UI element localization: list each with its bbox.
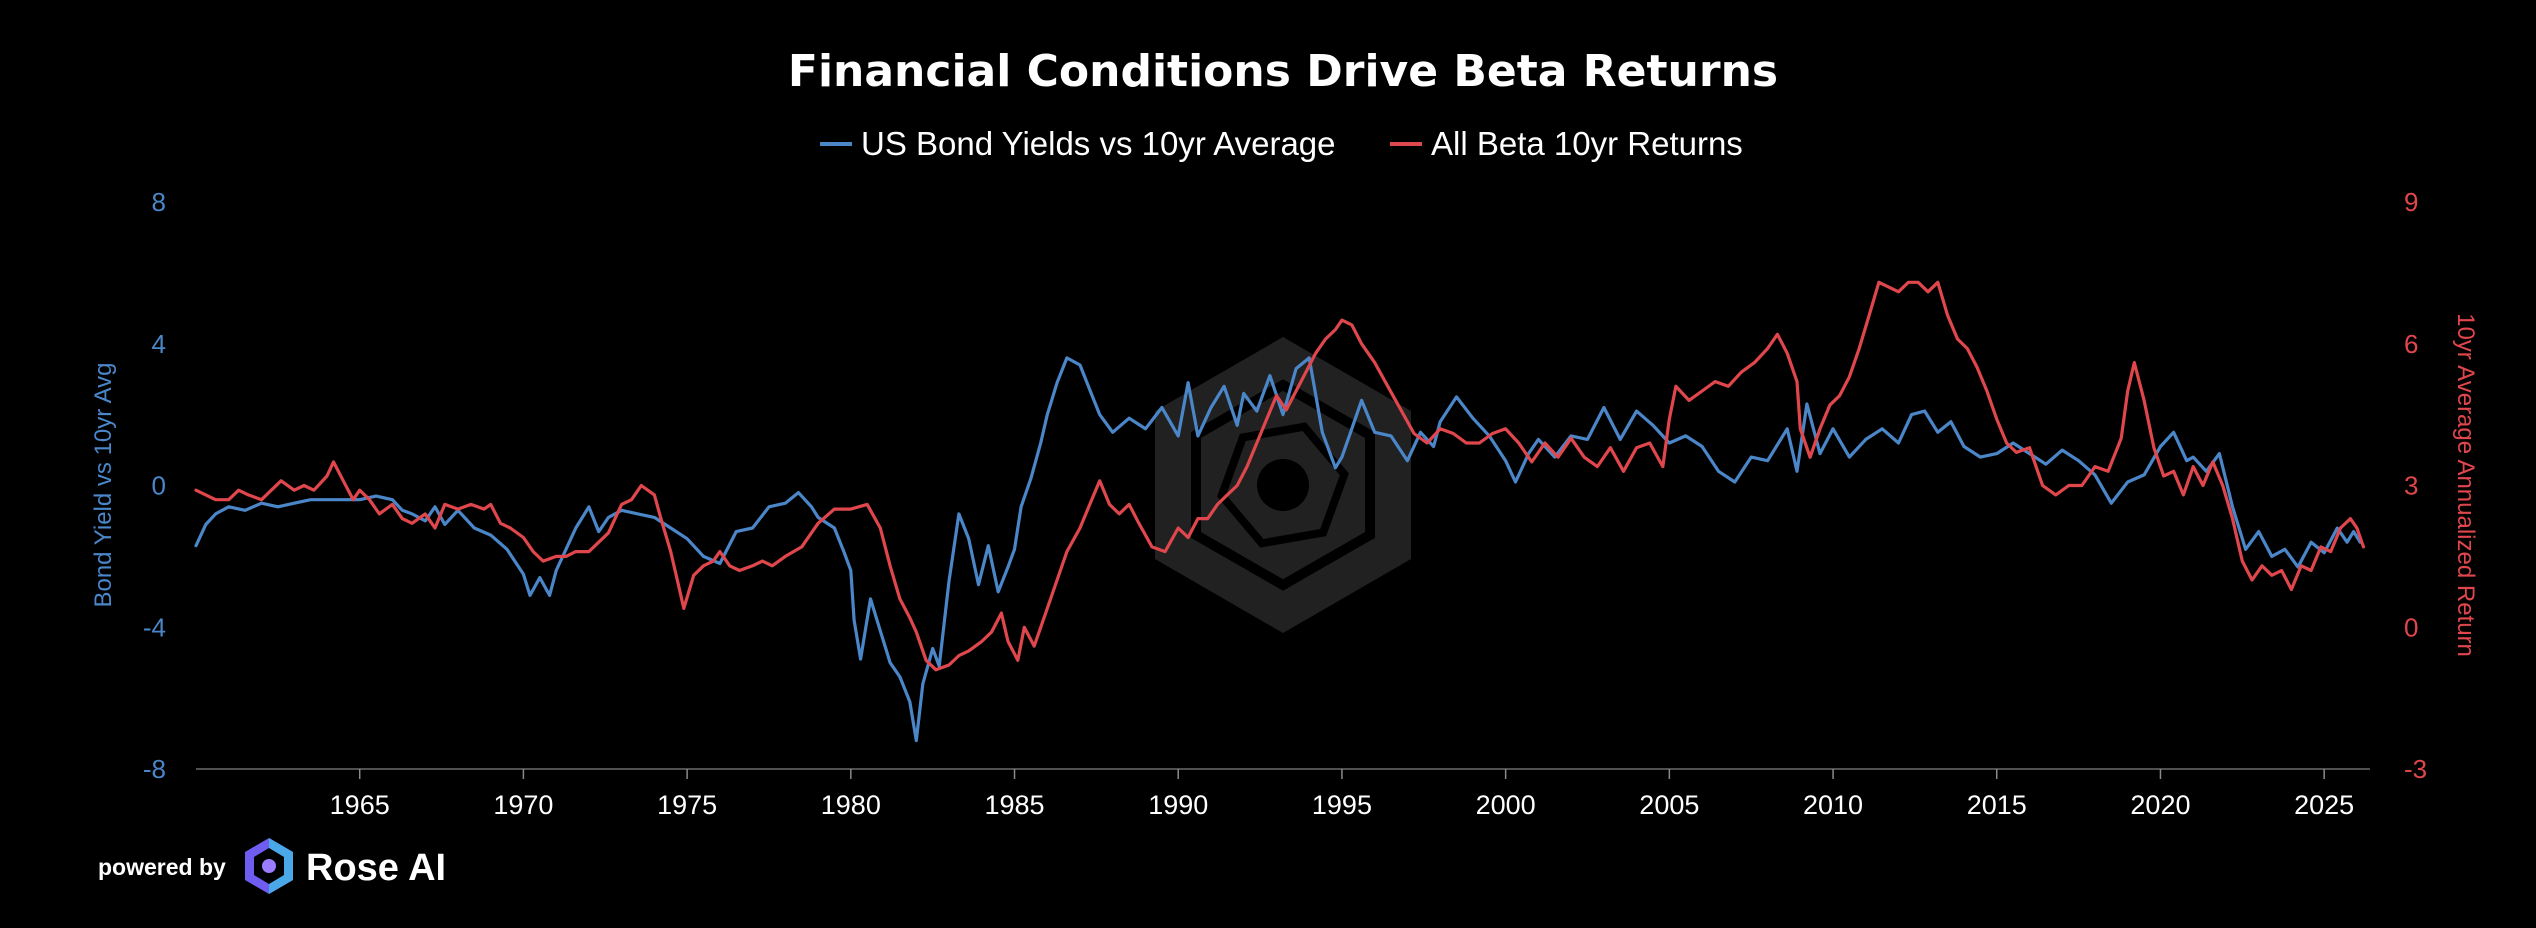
legend-label-beta: All Beta 10yr Returns: [1431, 125, 1743, 162]
brand-name: Rose AI: [306, 847, 446, 889]
x-tick-label: 1980: [821, 790, 881, 820]
legend-label-bond: US Bond Yields vs 10yr Average: [861, 125, 1336, 162]
y-right-tick-label: 6: [2404, 329, 2418, 359]
x-axis-ticks: 1965 1970 1975 1980 1985 1990 1995 2000 2005 2010…: [330, 769, 2354, 820]
y-left-tick-label: 4: [152, 329, 166, 359]
x-tick-label: 1995: [1312, 790, 1372, 820]
x-tick-label: 1965: [330, 790, 390, 820]
y-right-tick-label: 3: [2404, 471, 2418, 501]
x-tick-label: 2015: [1967, 790, 2027, 820]
y-left-tick-label: 0: [152, 471, 166, 501]
legend: US Bond Yields vs 10yr Average All Beta …: [820, 125, 1743, 162]
watermark-logo-icon: [1155, 337, 1411, 633]
x-tick-label: 1985: [984, 790, 1044, 820]
series-layer: [194, 280, 2366, 743]
y-axis-right-ticks: 9 6 3 0 -3: [2404, 187, 2427, 784]
x-tick-label: 2005: [1639, 790, 1699, 820]
x-tick-label: 1970: [493, 790, 553, 820]
y-axis-left-label: Bond Yield vs 10yr Avg: [90, 362, 117, 607]
x-tick-label: 2025: [2294, 790, 2354, 820]
branding: powered by Rose AI: [98, 838, 446, 894]
y-left-tick-label: 8: [152, 187, 166, 217]
y-left-tick-label: -4: [143, 612, 166, 642]
y-axis-right-label: 10yr Average Annualized Return: [2452, 313, 2479, 657]
y-right-tick-label: -3: [2404, 754, 2427, 784]
x-tick-label: 2020: [2130, 790, 2190, 820]
powered-by-label: powered by: [98, 854, 226, 880]
x-tick-label: 1975: [657, 790, 717, 820]
series-line-beta-returns: [194, 280, 2366, 672]
y-right-tick-label: 9: [2404, 187, 2418, 217]
y-axis-left-ticks: 8 4 0 -4 -8: [143, 187, 166, 784]
rose-ai-logo-icon: [245, 838, 293, 894]
y-left-tick-label: -8: [143, 754, 166, 784]
series-line-bond-yields: [194, 356, 2362, 743]
x-tick-label: 2000: [1476, 790, 1536, 820]
y-right-tick-label: 0: [2404, 612, 2418, 642]
x-tick-label: 1990: [1148, 790, 1208, 820]
chart-title: Financial Conditions Drive Beta Returns: [788, 46, 1778, 97]
x-tick-label: 2010: [1803, 790, 1863, 820]
